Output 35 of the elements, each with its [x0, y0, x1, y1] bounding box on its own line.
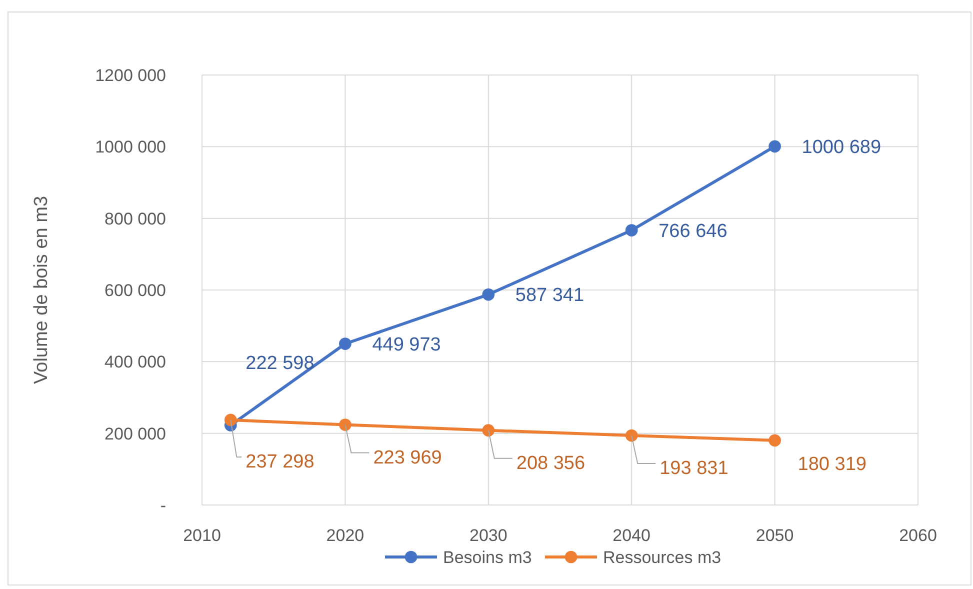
y-tick-label: 800 000	[104, 209, 166, 228]
data-label: 193 831	[660, 458, 728, 480]
x-tick-label: 2010	[183, 526, 221, 545]
point	[768, 140, 781, 153]
point	[625, 224, 638, 236]
point	[482, 288, 495, 301]
data-label: 180 319	[798, 454, 866, 476]
y-tick-label: 600 000	[104, 280, 166, 300]
y-tick-label: -	[160, 496, 166, 515]
point	[625, 429, 638, 442]
x-tick-label: 2040	[612, 526, 651, 545]
y-tick-label: 400 000	[104, 352, 166, 372]
y-axis-title: Volume de bois en m3	[31, 196, 52, 384]
data-label: 766 646	[658, 220, 728, 242]
x-tick-label: 2050	[756, 526, 794, 545]
x-tick-label: 2060	[899, 526, 937, 545]
data-label: 237 298	[246, 452, 314, 473]
x-tick-label: 2030	[469, 526, 508, 545]
data-label: 587 341	[515, 285, 584, 306]
data-label: 222 598	[246, 352, 314, 374]
point	[224, 414, 237, 426]
point	[482, 424, 495, 437]
y-tick-label: 1000 000	[95, 138, 166, 157]
data-label: 1000 689	[802, 137, 882, 158]
point	[339, 338, 352, 350]
data-label: 223 969	[373, 447, 442, 468]
data-label: 208 356	[516, 452, 586, 474]
x-tick-label: 2020	[326, 526, 364, 545]
legend-label: Ressources m3	[603, 548, 722, 567]
point	[768, 434, 781, 447]
point	[339, 418, 352, 431]
y-tick-label: 1200 000	[95, 66, 166, 85]
y-tick-label: 200 000	[104, 424, 166, 444]
data-label: 449 973	[372, 334, 441, 356]
legend-label: Besoins m3	[443, 548, 532, 567]
